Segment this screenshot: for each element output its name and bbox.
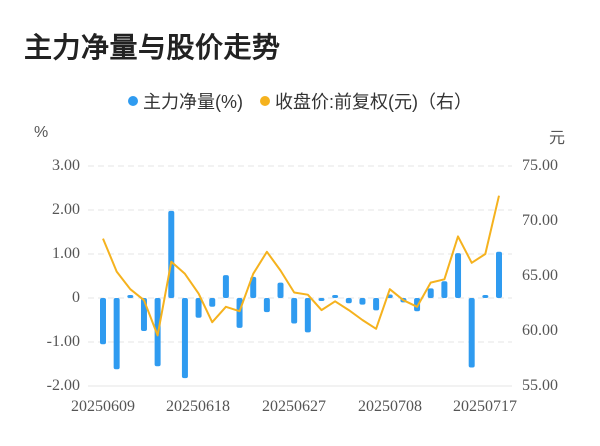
left-axis-unit: % <box>34 124 49 141</box>
net-flow-bar[interactable] <box>195 298 202 318</box>
net-flow-bar[interactable] <box>373 298 380 311</box>
net-flow-bar[interactable] <box>277 282 284 298</box>
left-tick: 0 <box>72 289 80 306</box>
x-tick-label: 20250618 <box>166 398 230 415</box>
legend: 主力净量(%) 收盘价:前复权(元)（右） <box>0 88 600 114</box>
right-tick: 75.00 <box>522 157 558 174</box>
net-flow-bar[interactable] <box>345 298 352 304</box>
legend-label-close-price: 收盘价:前复权(元)（右） <box>275 92 472 112</box>
net-flow-bar[interactable] <box>496 251 502 298</box>
legend-item-net-flow[interactable]: 主力净量(%) <box>127 88 243 114</box>
close-price-line[interactable] <box>102 195 500 337</box>
net-flow-bar[interactable] <box>318 298 325 301</box>
right-tick: 70.00 <box>522 212 558 229</box>
left-tick: -1.00 <box>46 333 80 350</box>
net-flow-bar[interactable] <box>250 276 257 298</box>
legend-dot-orange-icon <box>260 96 270 106</box>
net-flow-bar[interactable] <box>236 298 243 328</box>
left-tick: 1.00 <box>52 245 80 262</box>
legend-item-close-price[interactable]: 收盘价:前复权(元)（右） <box>260 88 472 114</box>
net-flow-bar[interactable] <box>455 253 462 298</box>
net-flow-bar[interactable] <box>291 298 298 324</box>
legend-label-net-flow: 主力净量(%) <box>142 92 243 112</box>
right-tick: 55.00 <box>522 377 558 394</box>
net-flow-bar[interactable] <box>482 295 489 298</box>
left-tick: 2.00 <box>52 201 80 218</box>
x-tick-label: 20250609 <box>71 398 135 415</box>
net-flow-bar[interactable] <box>468 298 475 368</box>
x-tick-label: 20250708 <box>358 398 422 415</box>
legend-dot-blue-icon <box>127 96 138 106</box>
net-flow-bar[interactable] <box>209 298 216 307</box>
left-tick: 3.00 <box>52 157 80 174</box>
right-tick: 65.00 <box>522 267 558 284</box>
net-flow-bar[interactable] <box>181 298 188 379</box>
right-axis-unit: 元 <box>549 130 566 147</box>
right-tick: 60.00 <box>522 322 558 339</box>
net-flow-bar[interactable] <box>304 298 311 333</box>
left-tick: -2.00 <box>46 377 80 394</box>
net-flow-bar[interactable] <box>168 210 175 298</box>
net-flow-bar[interactable] <box>100 298 106 345</box>
x-tick-label: 20250627 <box>262 398 326 415</box>
net-flow-bar[interactable] <box>414 298 421 312</box>
net-flow-bar[interactable] <box>113 298 120 370</box>
net-flow-bar[interactable] <box>222 275 229 298</box>
net-flow-bar[interactable] <box>127 295 134 298</box>
net-flow-bar[interactable] <box>359 298 366 305</box>
net-flow-bar[interactable] <box>263 298 270 313</box>
net-flow-bar[interactable] <box>441 281 448 298</box>
chart-title: 主力净量与股价走势 <box>24 32 281 63</box>
net-flow-bar[interactable] <box>427 288 434 298</box>
net-flow-bar[interactable] <box>332 295 339 298</box>
x-tick-label: 20250717 <box>453 398 517 415</box>
